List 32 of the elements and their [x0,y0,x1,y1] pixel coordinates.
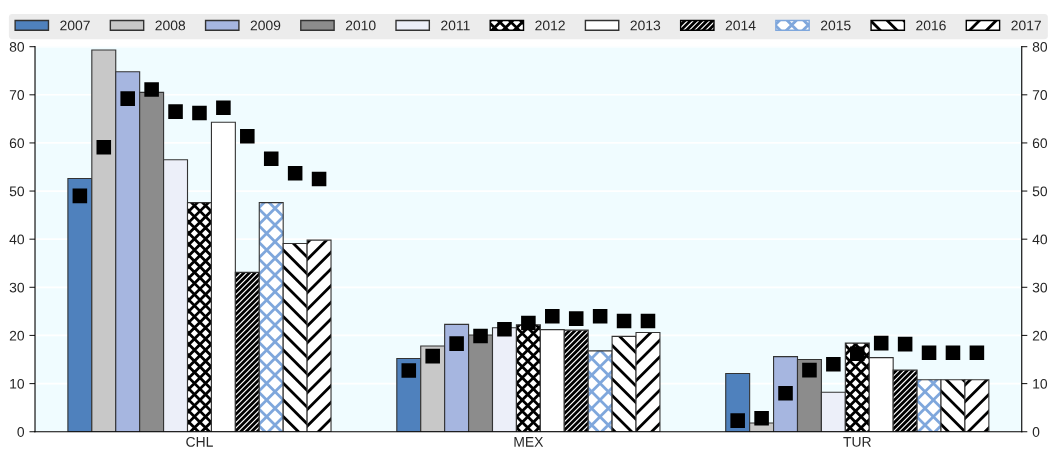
x-tick-label: MEX [514,437,544,447]
y-tick-label: 60 [9,138,25,149]
legend-label: 2010 [345,20,376,31]
y2-tick-label: 80 [1032,41,1048,52]
y-tick-label: 20 [9,330,25,341]
y2-tick-label: 20 [1032,330,1048,341]
y2-tick-label: 40 [1032,234,1048,245]
y-tick-label: 50 [9,186,25,197]
legend-label: 2014 [725,20,756,31]
y-tick-label: 40 [9,234,25,245]
legend-label: 2015 [820,20,851,31]
y2-tick-label: 0 [1032,427,1040,437]
y2-tick-label: 60 [1032,138,1048,149]
y-tick-label: 0 [17,427,25,437]
y-tick-label: 80 [9,41,25,52]
legend-label: 2009 [250,20,281,31]
legend-label: 2016 [916,20,946,31]
legend-label: 2017 [1011,20,1041,31]
y2-tick-label: 50 [1032,186,1048,197]
legend-label: 2007 [60,20,90,31]
x-tick-label: TUR [843,437,871,447]
legend-label: 2012 [535,20,565,31]
legend-label: 2008 [155,20,186,31]
legend-label: 2011 [441,20,470,31]
y-tick-label: 30 [9,282,25,293]
x-tick-label: CHL [186,436,213,447]
y2-tick-label: 10 [1033,378,1048,389]
y2-tick-label: 30 [1032,282,1048,293]
y-tick-label: 10 [10,378,25,389]
legend-label: 2013 [630,20,661,31]
y2-tick-label: 70 [1032,90,1048,100]
y-tick-label: 70 [9,90,25,100]
